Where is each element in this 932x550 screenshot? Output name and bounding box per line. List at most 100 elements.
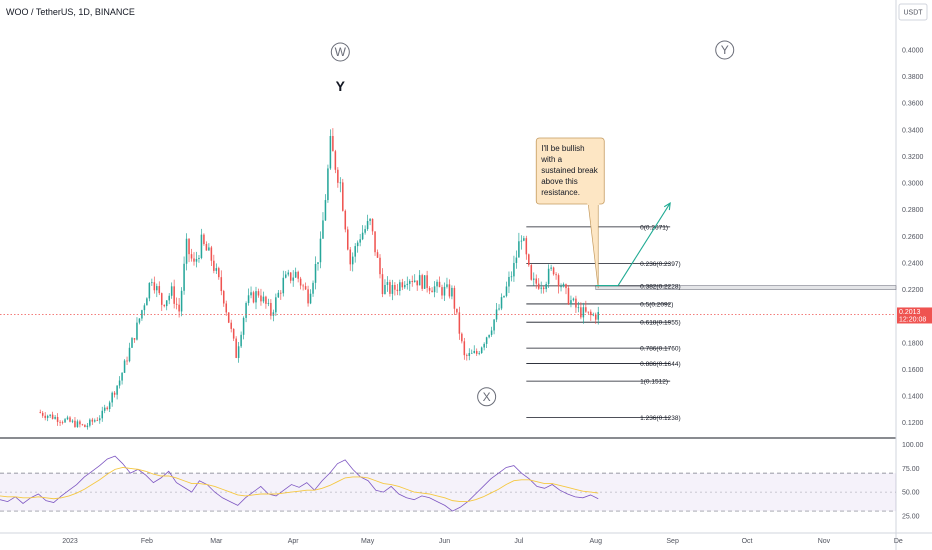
candle-body (59, 421, 61, 423)
candle-body (242, 317, 245, 335)
candle-body (250, 292, 252, 296)
candle-body (203, 234, 205, 245)
candle-body (470, 352, 473, 354)
candle-body (91, 419, 94, 422)
candle-body (265, 296, 267, 304)
candle-body (113, 392, 116, 395)
candle-body (577, 307, 580, 309)
candle-body (232, 328, 235, 339)
candle-body (399, 282, 401, 291)
candle-body (366, 221, 369, 230)
candle-body (193, 258, 195, 262)
candle-body (361, 232, 364, 240)
candle-body (406, 283, 409, 285)
candle-body (215, 268, 218, 271)
candle-body (441, 287, 443, 296)
candle-body (438, 281, 441, 288)
candle-body (575, 298, 577, 308)
candle-body (275, 297, 277, 313)
candle-body (349, 249, 352, 265)
candle-body (391, 284, 394, 294)
rsi-line (0, 455, 599, 512)
candle-body (56, 416, 59, 422)
callout-text-line: sustained break (541, 166, 598, 175)
candle-body (200, 234, 203, 258)
candle-body (443, 286, 446, 296)
time-tick-label: Aug (590, 538, 603, 545)
currency-button[interactable]: USDT (903, 10, 923, 17)
candle-body (446, 284, 448, 287)
fib-level-label: 0.786(0.1760) (640, 346, 680, 353)
candle-body (133, 338, 136, 340)
price-tick-label: 0.1400 (902, 394, 924, 401)
candle-body (84, 424, 86, 428)
candle-body (81, 424, 84, 426)
candle-body (453, 287, 456, 309)
candle-body (389, 282, 391, 294)
candle-body (136, 322, 138, 340)
rsi-tick-label: 100.00 (902, 442, 924, 449)
candle-body (463, 341, 466, 356)
price-tick-label: 0.3600 (902, 101, 924, 108)
candle-body (69, 417, 71, 422)
candle-body (495, 309, 498, 320)
candle-body (518, 241, 520, 258)
candle-body (74, 420, 76, 427)
candle-body (597, 312, 600, 320)
candle-body (309, 293, 312, 304)
time-tick-label: Nov (818, 538, 831, 545)
candle-body (170, 286, 173, 296)
candle-body (294, 271, 297, 278)
candle-body (71, 420, 74, 422)
candle-body (121, 372, 123, 381)
candle-body (582, 307, 585, 318)
candle-body (520, 240, 523, 242)
candle-body (153, 282, 156, 291)
price-tick-label: 0.1800 (902, 340, 924, 347)
annotation-layer: W Y X Y I'll be bullish with a sustained break… (330, 40, 735, 407)
candle-body (227, 312, 230, 323)
candle-body (346, 229, 349, 250)
candle-body (188, 238, 190, 255)
wave-label: W (335, 45, 347, 59)
candle-body (165, 300, 168, 307)
time-tick-label: Feb (141, 538, 153, 545)
price-tick-label: 0.1200 (902, 420, 924, 427)
axes-layer: 0.4000 0.3800 0.3600 0.3400 0.3200 0.3000 0.28… (62, 47, 932, 545)
candle-body (195, 258, 198, 262)
wave-label: X (483, 390, 491, 404)
candle-body (138, 318, 141, 323)
candle-body (210, 247, 213, 261)
candle-body (287, 272, 290, 275)
candle-body (354, 246, 356, 257)
currency-button-box[interactable] (898, 3, 928, 21)
candle-body (61, 422, 64, 423)
candle-body (416, 280, 418, 286)
candle-body (304, 286, 307, 290)
candle-body (64, 419, 66, 423)
candle-body (448, 284, 451, 297)
candle-body (156, 286, 158, 291)
candle-body (98, 418, 101, 421)
candle-body (510, 276, 513, 278)
candle-body (237, 346, 240, 358)
wave-label: Y (336, 78, 346, 94)
candle-body (49, 414, 51, 416)
candle-body (458, 312, 461, 334)
candle-body (327, 168, 329, 201)
candle-body (451, 287, 453, 297)
candle-body (337, 169, 339, 183)
time-tick-label: Jun (439, 538, 450, 545)
fib-level-label: 0.618(0.1955) (640, 320, 680, 327)
wave-circle (330, 42, 350, 62)
callout-pointer (587, 203, 599, 289)
candle-body (369, 218, 371, 222)
candle-body (284, 274, 287, 278)
candle-body (180, 290, 183, 312)
candle-body (317, 262, 319, 264)
candle-body (289, 272, 292, 281)
candle-body (426, 275, 428, 288)
candle-body (160, 293, 163, 305)
candle-body (461, 333, 463, 342)
